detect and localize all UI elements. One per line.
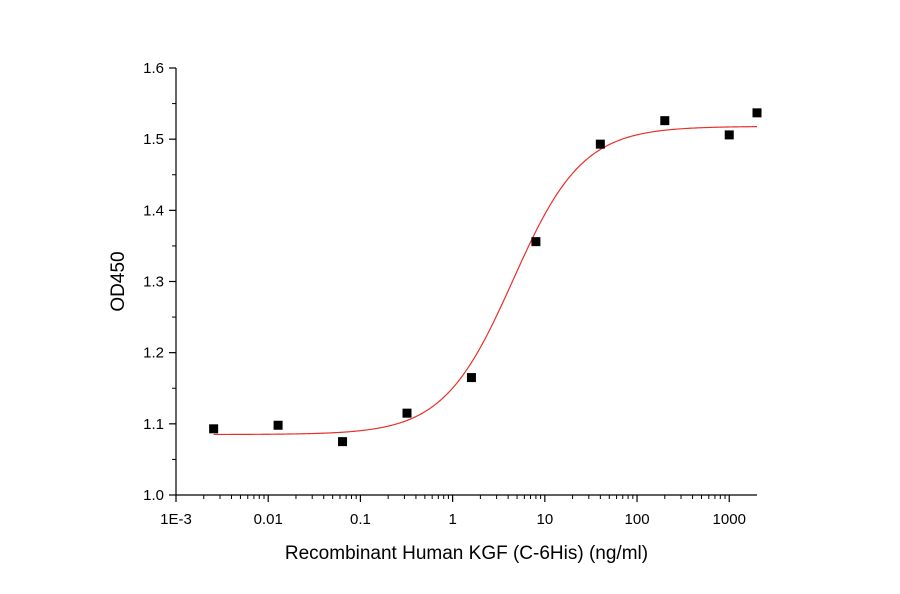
data-points — [209, 108, 762, 447]
x-tick-label: 10 — [536, 511, 553, 528]
y-tick-label: 1.5 — [143, 131, 164, 148]
x-axis-ticks: 1E-3 0.01 0.1 1 10 100 1000 — [160, 495, 746, 528]
y-axis-ticks: 1.0 1.1 1.2 1.3 1.4 1.5 1.6 — [143, 60, 176, 504]
axes — [175, 68, 757, 496]
x-axis-title: Recombinant Human KGF (C-6His) (ng/ml) — [285, 543, 648, 564]
y-tick-label: 1.1 — [143, 416, 164, 433]
y-tick-label: 1.3 — [143, 274, 164, 291]
fit-curve — [213, 126, 758, 436]
data-point — [209, 424, 219, 434]
data-point — [338, 437, 348, 447]
y-axis-title: OD450 — [108, 251, 129, 311]
data-point — [466, 373, 476, 383]
data-point — [402, 408, 412, 418]
data-point — [660, 116, 670, 126]
x-tick-label: 100 — [625, 511, 650, 528]
x-tick-label: 1E-3 — [160, 511, 192, 528]
x-tick-label: 0.1 — [350, 511, 371, 528]
y-tick-label: 1.4 — [143, 202, 164, 219]
y-tick-label: 1.2 — [143, 345, 164, 362]
y-tick-label: 1.0 — [143, 487, 164, 504]
data-point — [531, 237, 541, 247]
data-point — [724, 130, 734, 140]
y-tick-label: 1.6 — [143, 60, 164, 77]
x-tick-label: 1 — [448, 511, 456, 528]
x-tick-label: 1000 — [713, 511, 746, 528]
x-tick-label: 0.01 — [254, 511, 283, 528]
data-point — [273, 420, 283, 430]
data-point — [595, 139, 605, 149]
data-point — [752, 108, 762, 118]
